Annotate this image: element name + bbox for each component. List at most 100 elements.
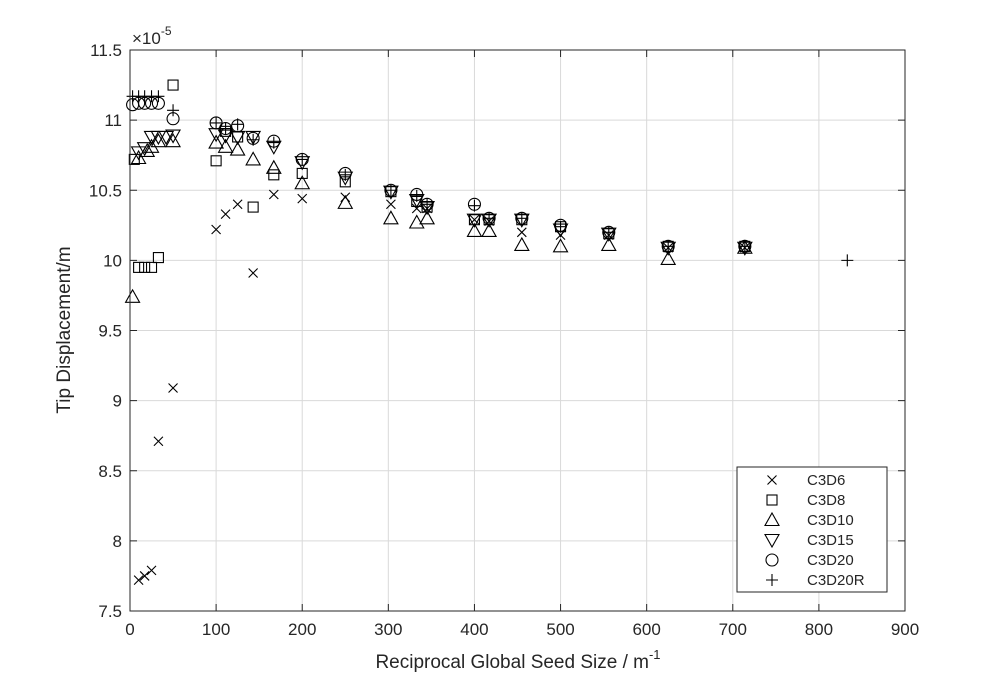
point-c3d20r: [602, 226, 615, 239]
x-tick-label: 200: [288, 620, 316, 639]
point-c3d15: [130, 146, 147, 161]
legend-label-c3d20: C3D20: [807, 552, 854, 569]
legend-marker-c3d20r: [766, 574, 778, 586]
point-c3d20r: [738, 240, 751, 253]
x-tick-label: 300: [374, 620, 402, 639]
point-c3d8: [145, 261, 158, 273]
point-c3d6: [139, 571, 150, 581]
point-c3d10: [150, 133, 167, 148]
point-c3d6: [268, 189, 279, 200]
point-c3d20r: [267, 136, 280, 149]
y-tick-label: 8: [113, 532, 122, 551]
point-c3d10: [408, 214, 425, 229]
point-c3d8: [268, 169, 280, 181]
y-tick-label: 9: [113, 392, 122, 411]
point-c3d8: [167, 79, 179, 91]
data-markers: [124, 79, 854, 586]
point-c3d6: [133, 575, 144, 586]
point-c3d6: [469, 214, 480, 225]
point-c3d10: [382, 210, 399, 225]
x-axis-title: Reciprocal Global Seed Size / m-1: [375, 647, 660, 673]
y-tick-label: 10.5: [89, 181, 122, 200]
point-c3d6: [516, 227, 527, 238]
point-c3d10: [217, 138, 234, 153]
point-c3d6: [411, 203, 422, 214]
point-c3d8: [128, 153, 140, 165]
x-tick-label: 700: [719, 620, 747, 639]
y-tick-label: 9.5: [98, 322, 122, 341]
point-c3d20r: [483, 212, 496, 225]
point-c3d10: [165, 133, 181, 148]
point-c3d20r: [152, 90, 165, 103]
y-axis-title: Tip Displacement/m: [54, 246, 75, 413]
point-c3d10: [337, 194, 354, 209]
legend-box: [736, 466, 888, 593]
legend-label-c3d15: C3D15: [807, 532, 854, 549]
point-c3d10: [736, 239, 753, 254]
point-c3d10: [600, 236, 617, 251]
point-c3d20r: [515, 212, 528, 225]
point-c3d15: [158, 130, 175, 146]
point-c3d10: [265, 159, 282, 174]
point-c3d10: [143, 138, 160, 153]
x-tick-label: 100: [202, 620, 230, 639]
point-c3d8: [152, 252, 164, 264]
axis-ticks: 0 100 200 300 400 500 600 700 800 900 7.5 8 8.5 9 9.5 1…: [89, 41, 919, 639]
legend: C3D6 C3D8 C3D10 C3D15 C3D20 C3D20R: [736, 466, 888, 593]
legend-marker-c3d20: [765, 553, 779, 567]
y-tick-label: 11.5: [90, 41, 122, 60]
point-c3d8: [247, 201, 259, 213]
point-c3d15: [245, 130, 262, 146]
legend-marker-c3d15: [764, 533, 780, 549]
x-tick-label: 400: [460, 620, 488, 639]
point-c3d10: [513, 236, 530, 251]
x-tick-label: 900: [891, 620, 919, 639]
point-c3d20r: [841, 254, 854, 267]
legend-marker-c3d6: [767, 475, 777, 485]
point-c3d6: [248, 268, 259, 278]
point-c3d10: [466, 222, 483, 237]
point-c3d6: [386, 199, 396, 210]
y-exponent-label: ×10-5: [132, 24, 172, 48]
y-tick-label: 8.5: [98, 462, 122, 481]
point-c3d10: [481, 222, 498, 237]
point-c3d20r: [167, 104, 180, 117]
point-c3d6: [146, 565, 157, 576]
point-c3d8: [133, 261, 145, 273]
point-c3d20r: [296, 153, 309, 166]
y-tick-label: 10: [103, 251, 122, 270]
point-c3d10: [294, 175, 311, 190]
legend-label-c3d8: C3D8: [807, 492, 845, 509]
y-tick-label: 11: [104, 111, 122, 130]
point-c3d10: [208, 134, 225, 149]
point-c3d20r: [410, 189, 423, 202]
x-tick-label: 500: [546, 620, 574, 639]
legend-label-c3d6: C3D6: [807, 472, 845, 489]
x-tick-label: 800: [805, 620, 833, 639]
point-c3d20r: [384, 184, 397, 197]
point-c3d20r: [339, 168, 352, 181]
point-c3d15: [466, 213, 483, 228]
point-c3d6: [211, 224, 221, 235]
point-c3d6: [168, 383, 178, 393]
point-c3d15: [136, 142, 153, 157]
x-tick-label: 600: [632, 620, 660, 639]
point-c3d10: [124, 288, 141, 303]
x-tick-label: 0: [125, 620, 134, 639]
point-c3d20r: [662, 240, 675, 253]
point-c3d8: [210, 155, 222, 167]
point-c3d20r: [231, 118, 244, 131]
point-c3d10: [245, 151, 262, 166]
point-c3d20r: [247, 133, 260, 146]
legend-label-c3d20r: C3D20R: [807, 572, 865, 589]
legend-label-c3d10: C3D10: [807, 512, 854, 529]
point-c3d10: [229, 141, 246, 156]
legend-marker-c3d10: [764, 511, 780, 527]
point-c3d20r: [421, 198, 434, 211]
point-c3d10: [419, 210, 436, 225]
point-c3d20r: [210, 116, 223, 129]
point-c3d6: [297, 193, 308, 204]
point-c3d10: [660, 250, 677, 266]
point-c3d10: [552, 238, 569, 253]
point-c3d20r: [219, 122, 232, 135]
